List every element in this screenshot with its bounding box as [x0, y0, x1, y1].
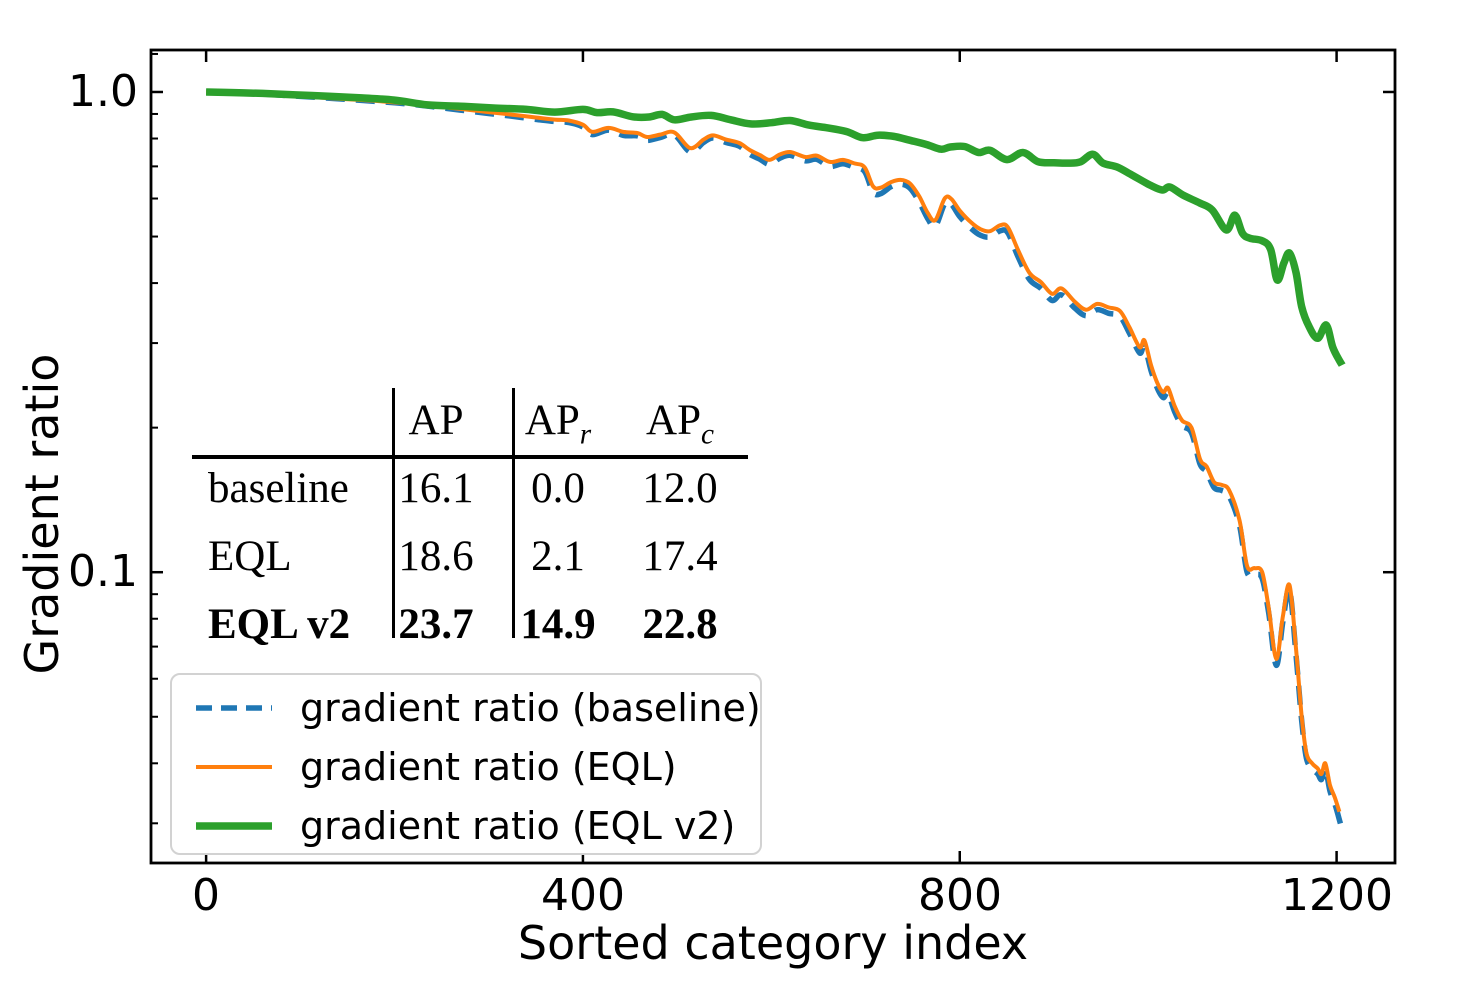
header-base: AP [646, 397, 701, 444]
legend-item-eqlv2: gradient ratio (EQL v2) [172, 796, 760, 856]
row-value: 2.1 [531, 533, 585, 580]
curve-baseline [205, 89, 1345, 832]
ytick-label-0.1: 0.1 [68, 546, 138, 597]
legend-label: gradient ratio (EQL) [300, 745, 677, 789]
y-axis-label: Gradient ratio [15, 353, 69, 675]
legend-item-eql: gradient ratio (EQL) [172, 737, 760, 797]
header-sub: c [700, 418, 714, 451]
row-value: 18.6 [398, 533, 474, 580]
ytick-label-1.0: 1.0 [68, 66, 138, 117]
legend: gradient ratio (baseline) gradient ratio… [170, 673, 762, 855]
xtick-label-400: 400 [541, 870, 625, 921]
results-table: AP APr APc baseline 16.1 0.0 12.0 EQL 18… [190, 385, 752, 648]
legend-label: gradient ratio (baseline) [300, 686, 761, 730]
row-label: baseline [208, 465, 349, 512]
row-value: 17.4 [642, 533, 718, 580]
row-label: EQL [208, 533, 292, 580]
row-value: 0.0 [531, 465, 585, 512]
header-sub: r [579, 418, 592, 451]
row-value: 14.9 [520, 601, 596, 648]
table-header-apc: APc [646, 397, 714, 449]
curve-eql [206, 90, 1342, 813]
row-label: EQL v2 [208, 601, 351, 648]
header-base: AP [408, 397, 464, 444]
row-value: 12.0 [642, 465, 718, 512]
legend-label: gradient ratio (EQL v2) [300, 804, 736, 848]
x-axis-label: Sorted category index [517, 916, 1029, 970]
row-value: 22.8 [642, 601, 718, 648]
row-value: 16.1 [398, 465, 474, 512]
row-value: 23.7 [398, 601, 474, 648]
plot-spines [149, 48, 1397, 865]
header-base: AP [524, 397, 580, 444]
table-header-ap: AP [409, 397, 464, 445]
table-vline-2 [512, 388, 515, 638]
table-vline-1 [392, 388, 395, 638]
table-header-rule [192, 455, 748, 459]
legend-line-sample-green [196, 822, 272, 830]
legend-line-sample-dashed-blue [196, 705, 272, 711]
curve-eql-v2 [206, 88, 1346, 367]
xtick-label-800: 800 [918, 870, 1002, 921]
legend-line-sample-orange [196, 765, 272, 769]
xtick-label-0: 0 [192, 870, 220, 921]
table-header-apr: APr [524, 397, 591, 449]
legend-item-baseline: gradient ratio (baseline) [172, 678, 761, 738]
xtick-label-1200: 1200 [1281, 870, 1393, 921]
